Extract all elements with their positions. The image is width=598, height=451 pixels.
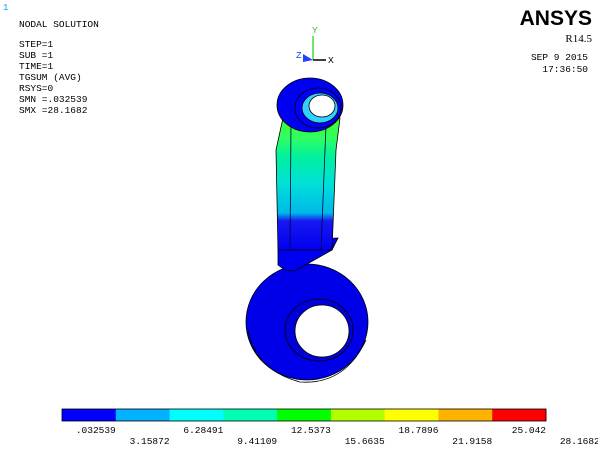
header-line: TIME=1 (19, 61, 54, 72)
triad-x: X (328, 55, 334, 66)
legend-band (438, 409, 492, 421)
result-title: NODAL SOLUTION (19, 19, 99, 30)
graphics-window: 1 NODAL SOLUTION STEP=1SUB =1TIME=1TGSUM… (0, 0, 598, 451)
legend-band (277, 409, 331, 421)
window-number: 1 (3, 3, 8, 13)
header-line: STEP=1 (19, 39, 54, 50)
legend-band (62, 409, 116, 421)
legend-label: 6.28491 (183, 425, 223, 436)
header-line: SUB =1 (19, 50, 54, 61)
header-line: RSYS=0 (19, 83, 54, 94)
legend-label: 3.15872 (130, 436, 170, 447)
header-line: TGSUM (AVG) (19, 72, 82, 83)
legend-label: 9.41109 (237, 436, 277, 447)
legend-band (170, 409, 224, 421)
legend-band (492, 409, 546, 421)
ansys-logo: ANSYS (520, 7, 592, 30)
time: 17:36:50 (542, 64, 588, 75)
legend-band (385, 409, 439, 421)
header-line: SMX =28.1682 (19, 105, 88, 116)
legend-label: 15.6635 (345, 436, 385, 447)
legend-label: 21.9158 (452, 436, 492, 447)
legend-label: .032539 (76, 425, 116, 436)
legend-label: 28.1682 (560, 436, 598, 447)
release: R14.5 (565, 33, 592, 45)
model (246, 78, 368, 382)
date: SEP 9 2015 (531, 52, 588, 63)
legend-band (223, 409, 277, 421)
header-line: SMN =.032539 (19, 94, 88, 105)
legend-band (116, 409, 170, 421)
legend-label: 18.7896 (399, 425, 439, 436)
legend-label: 12.5373 (291, 425, 331, 436)
triad-z: Z (296, 50, 302, 61)
axis-triad: Y Z X (296, 25, 334, 66)
contour-legend: .032539 3.15872 6.28491 9.41109 12.5373 15.66… (62, 409, 598, 447)
legend-band (331, 409, 385, 421)
legend-label: 25.042 (512, 425, 547, 436)
triad-y: Y (312, 25, 318, 36)
